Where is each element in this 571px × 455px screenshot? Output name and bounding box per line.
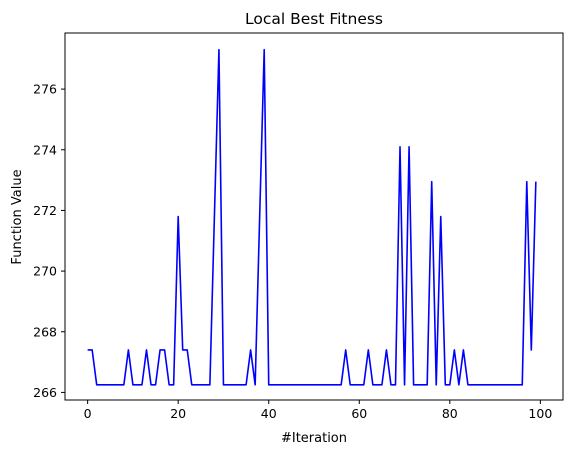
chart-title: Local Best Fitness	[245, 10, 383, 28]
x-tick-label: 60	[351, 406, 367, 421]
x-tick-label: 40	[261, 406, 277, 421]
y-axis-title: Function Value	[10, 169, 25, 264]
y-tick-label: 268	[33, 324, 57, 339]
y-tick-label: 266	[33, 385, 57, 400]
x-tick-label: 80	[442, 406, 458, 421]
y-axis-ticks: 266 268 270 272 274 276	[33, 82, 65, 400]
plot-area	[87, 48, 537, 386]
x-tick-label: 20	[170, 406, 186, 421]
y-tick-label: 276	[33, 82, 57, 97]
series-line-0	[87, 48, 537, 386]
x-axis-ticks: 0 20 40 60 80 100	[84, 400, 552, 421]
x-axis-title: #Iteration	[281, 431, 347, 446]
y-tick-label: 274	[33, 142, 57, 157]
axes-frame	[64, 32, 564, 401]
x-tick-label: 100	[528, 406, 552, 421]
y-tick-label: 270	[33, 264, 57, 279]
y-tick-label: 272	[33, 203, 57, 218]
x-tick-label: 0	[84, 406, 92, 421]
